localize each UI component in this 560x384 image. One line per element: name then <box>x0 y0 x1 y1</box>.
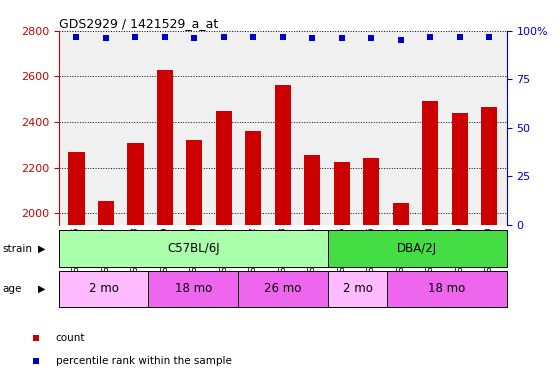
Bar <box>68 152 85 384</box>
Bar <box>363 159 379 384</box>
Text: 18 mo: 18 mo <box>428 283 466 295</box>
Bar <box>451 113 468 384</box>
Point <box>31 358 40 364</box>
Text: C57BL/6J: C57BL/6J <box>167 242 220 255</box>
Bar <box>328 230 507 267</box>
Bar <box>148 271 238 307</box>
Text: GDS2929 / 1421529_a_at: GDS2929 / 1421529_a_at <box>59 17 218 30</box>
Bar <box>304 155 320 384</box>
Text: 18 mo: 18 mo <box>175 283 212 295</box>
Bar <box>157 70 173 384</box>
Text: 26 mo: 26 mo <box>264 283 301 295</box>
Point <box>131 33 140 40</box>
Bar <box>393 203 409 384</box>
Text: count: count <box>56 333 85 344</box>
Text: DBA/2J: DBA/2J <box>397 242 437 255</box>
Point <box>337 35 346 41</box>
Bar <box>481 107 497 384</box>
Text: ▶: ▶ <box>38 243 45 254</box>
Point <box>72 33 81 40</box>
Text: percentile rank within the sample: percentile rank within the sample <box>56 356 232 366</box>
Point <box>160 33 169 40</box>
Point <box>31 336 40 342</box>
Bar <box>238 271 328 307</box>
Bar <box>422 101 438 384</box>
Text: 2 mo: 2 mo <box>343 283 372 295</box>
Point <box>426 33 435 40</box>
Bar <box>59 271 148 307</box>
Bar <box>328 271 388 307</box>
Point <box>190 35 199 41</box>
Bar <box>186 140 203 384</box>
Bar <box>388 271 507 307</box>
Bar <box>275 86 291 384</box>
Text: 2 mo: 2 mo <box>88 283 119 295</box>
Point <box>101 35 110 41</box>
Point <box>367 35 376 41</box>
Point <box>220 33 228 40</box>
Point <box>396 37 405 43</box>
Point <box>308 35 317 41</box>
Text: age: age <box>3 284 22 294</box>
Point <box>455 33 464 40</box>
Bar <box>245 131 262 384</box>
Point <box>249 33 258 40</box>
Text: strain: strain <box>3 243 33 254</box>
Text: ▶: ▶ <box>38 284 45 294</box>
Bar <box>127 142 143 384</box>
Bar <box>59 230 328 267</box>
Point <box>278 33 287 40</box>
Point <box>484 33 493 40</box>
Bar <box>98 201 114 384</box>
Bar <box>334 162 350 384</box>
Bar <box>216 111 232 384</box>
